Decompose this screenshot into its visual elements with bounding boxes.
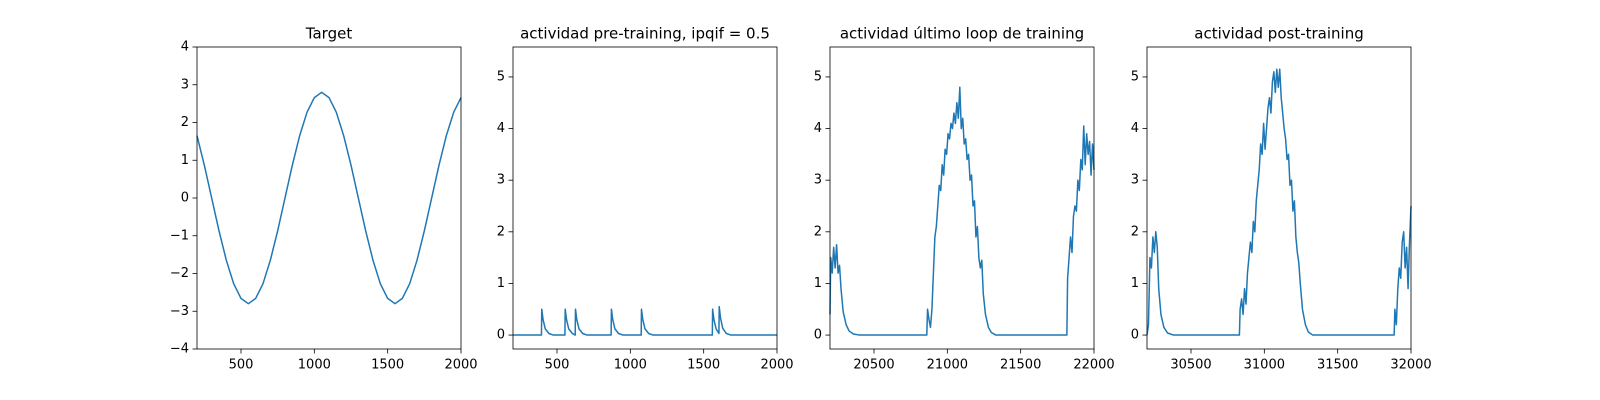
y-tick-label: 3 [1131,173,1139,188]
axes-frame [1146,46,1412,350]
axes-frame [196,46,462,350]
y-tick-label: 5 [1131,69,1139,84]
y-tick-label: −4 [170,342,189,357]
axes-frame [512,46,778,350]
x-tick-label: 500 [229,358,254,373]
x-tick-label: 22000 [1073,358,1114,373]
y-tick-label: 3 [181,77,189,92]
y-tick-label: −1 [170,228,189,243]
y-tick-label: 2 [1131,224,1139,239]
subplot-title: actividad pre-training, ipqif = 0.5 [520,25,770,43]
subplot-title: Target [305,25,353,43]
x-tick-label: 20500 [853,358,894,373]
y-tick-label: 3 [497,173,505,188]
y-tick-label: 3 [814,173,822,188]
y-tick-label: 0 [814,328,822,343]
x-tick-label: 32000 [1390,358,1431,373]
y-tick-label: 0 [1131,328,1139,343]
y-tick-label: 2 [181,115,189,130]
y-tick-label: 1 [1131,276,1139,291]
y-tick-label: 4 [1131,121,1139,136]
x-tick-label: 21500 [1000,358,1041,373]
data-line [196,91,462,305]
x-tick-label: 1000 [614,358,647,373]
y-tick-label: 0 [181,191,189,206]
x-tick-label: 1000 [298,358,331,373]
subplot-title: actividad último loop de training [840,25,1084,43]
data-line [829,86,1095,336]
y-tick-label: 5 [814,69,822,84]
y-tick-label: −3 [170,304,189,319]
y-tick-label: 4 [497,121,505,136]
y-tick-label: −2 [170,266,189,281]
x-tick-label: 30500 [1170,358,1211,373]
y-tick-label: 1 [181,153,189,168]
x-tick-label: 2000 [760,358,793,373]
x-tick-label: 500 [545,358,570,373]
data-line [1146,68,1412,336]
x-tick-label: 31000 [1244,358,1285,373]
x-tick-label: 31500 [1317,358,1358,373]
x-tick-label: 1500 [371,358,404,373]
subplot-title: actividad post-training [1194,25,1363,43]
y-tick-label: 2 [814,224,822,239]
y-tick-label: 4 [181,40,189,55]
y-tick-label: 1 [497,276,505,291]
x-tick-label: 1500 [687,358,720,373]
axes-frame [829,46,1095,350]
y-tick-label: 0 [497,328,505,343]
y-tick-label: 4 [814,121,822,136]
y-tick-label: 2 [497,224,505,239]
x-tick-label: 21000 [927,358,968,373]
y-tick-label: 1 [814,276,822,291]
y-tick-label: 5 [497,69,505,84]
x-tick-label: 2000 [444,358,477,373]
data-line [513,305,777,336]
